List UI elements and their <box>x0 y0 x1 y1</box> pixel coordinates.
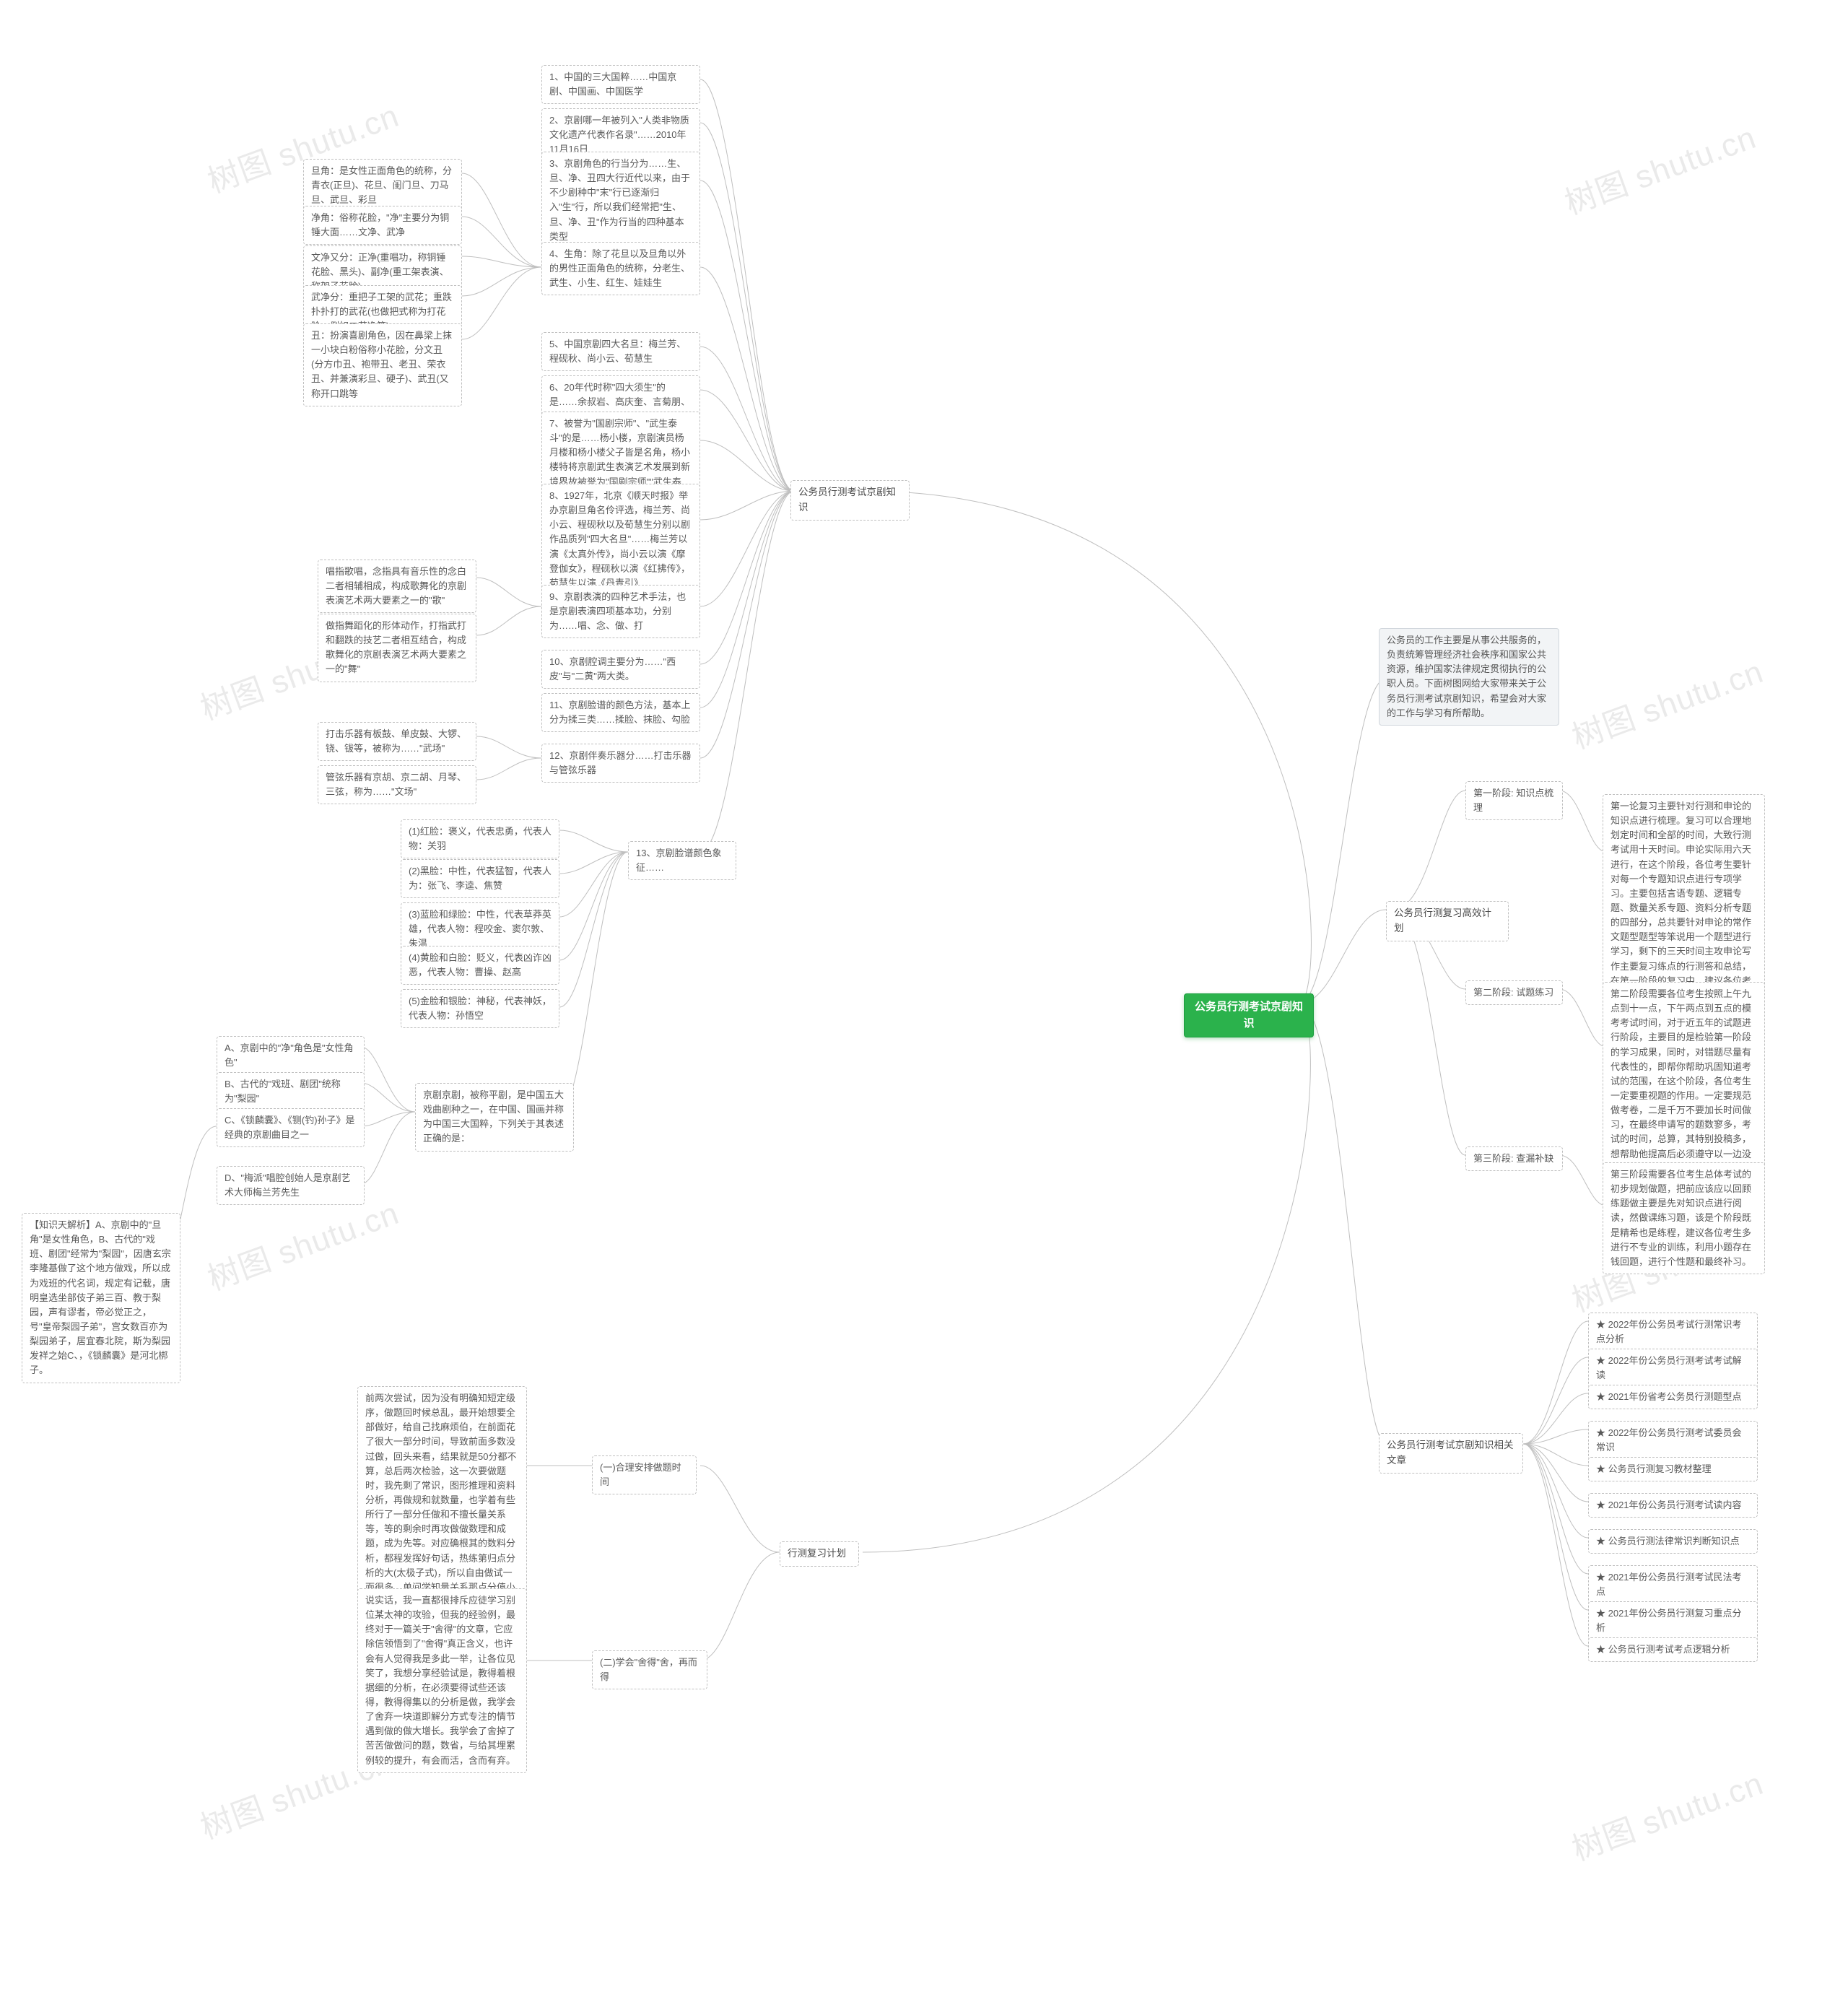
quiz-stem: 京剧京剧，被称平剧，是中国五大戏曲剧种之一，在中国、国画并称为中国三大国粹，下列… <box>415 1083 574 1152</box>
branch-b1[interactable]: 公务员行测考试京剧知识 <box>790 480 910 521</box>
b2-stage-title: 第三阶段: 查漏补缺 <box>1465 1146 1563 1171</box>
b1-item: 5、中国京剧四大名旦：梅兰芳、程砚秋、尚小云、荀慧生 <box>541 332 700 371</box>
connector-lines <box>0 0 1848 2002</box>
branch-b3[interactable]: 行测复习计划 <box>780 1541 859 1567</box>
quiz-option: B、古代的"戏班、剧团"统称为"梨园" <box>217 1072 365 1111</box>
branch-b4[interactable]: 公务员行测考试京剧知识相关文章 <box>1379 1433 1523 1474</box>
b1-item: 9、京剧表演的四种艺术手法，也是京剧表演四项基本功，分别为……唱、念、做、打 <box>541 585 700 638</box>
root-node[interactable]: 公务员行测考试京剧知识 <box>1184 993 1314 1037</box>
b1-item: 12、京剧伴奏乐器分……打击乐器与管弦乐器 <box>541 744 700 783</box>
b4-item: ★ 2021年份省考公务员行测题型点 <box>1588 1385 1758 1409</box>
b1-sub: 管弦乐器有京胡、京二胡、月琴、三弦，称为……"文场" <box>318 765 476 804</box>
b1-item: 11、京剧脸谱的颜色方法，基本上分为揉三类……揉脸、抹脸、勾脸 <box>541 693 700 732</box>
quiz-answer: 【知识天解析】A、京剧中的"旦角"是女性角色，B、古代的"戏班、剧团"经常为"梨… <box>22 1213 180 1383</box>
b1-item: 13、京剧脸谱颜色象征…… <box>628 841 736 880</box>
b1-item: 10、京剧腔调主要分为……"西皮"与"二黄"两大类。 <box>541 650 700 689</box>
b3-section-title: (二)学会"舍得"舍，再而得 <box>592 1650 707 1689</box>
b1-sub: 旦角：是女性正面角色的统称，分青衣(正旦)、花旦、闺门旦、刀马旦、武旦、彩旦 <box>303 159 462 212</box>
b1-item: 4、生角：除了花旦以及旦角以外的男性正面角色的统称，分老生、武生、小生、红生、娃… <box>541 242 700 295</box>
b1-item: 1、中国的三大国粹……中国京剧、中国画、中国医学 <box>541 65 700 104</box>
b4-item: ★ 公务员行测法律常识判断知识点 <box>1588 1529 1758 1554</box>
b1-sub: (1)红脸：褒义，代表忠勇，代表人物：关羽 <box>401 819 559 858</box>
b1-sub: 净角：俗称花脸，"净"主要分为铜锤大面……文净、武净 <box>303 206 462 245</box>
b1-sub: 打击乐器有板鼓、单皮鼓、大锣、铙、钹等，被称为……"武场" <box>318 722 476 761</box>
b1-sub: 丑：扮演喜剧角色，因在鼻梁上抹一小块白粉俗称小花脸，分文丑(分方巾丑、袍带丑、老… <box>303 323 462 406</box>
b4-item: ★ 2022年份公务员考试行测常识考点分析 <box>1588 1313 1758 1352</box>
b1-sub: 唱指歌唱，念指具有音乐性的念白二者相辅相成，构成歌舞化的京剧表演艺术两大要素之一… <box>318 560 476 613</box>
b1-sub: (5)金脸和银脸：神秘，代表神妖，代表人物：孙悟空 <box>401 989 559 1028</box>
b4-item: ★ 公务员行测复习教材整理 <box>1588 1457 1758 1481</box>
b3-section-body: 说实话，我一直都很排斥应徒学习别位某太神的攻验，但我的经验例，最终对于一篇关于"… <box>357 1588 527 1773</box>
b1-item: 3、京剧角色的行当分为……生、旦、净、丑四大行近代以来，由于不少剧种中"末"行已… <box>541 152 700 249</box>
b4-item: ★ 2021年份公务员行测考试读内容 <box>1588 1493 1758 1518</box>
b1-sub: (2)黑脸：中性，代表猛智，代表人为：张飞、李逵、焦赞 <box>401 859 559 898</box>
quiz-option: A、京剧中的"净"角色是"女性角色" <box>217 1036 365 1075</box>
b2-stage-title: 第一阶段: 知识点梳理 <box>1465 781 1563 820</box>
b4-item: ★ 2021年份公务员行测复习重点分析 <box>1588 1601 1758 1640</box>
intro-node: 公务员的工作主要是从事公共服务的，负责统筹管理经济社会秩序和国家公共资源，维护国… <box>1379 628 1559 726</box>
quiz-option: C、《锁麟囊》、《铡(钓)孙子》是经典的京剧曲目之一 <box>217 1108 365 1147</box>
b1-sub: (4)黄脸和白脸：贬义，代表凶诈凶恶，代表人物：曹操、赵高 <box>401 946 559 985</box>
watermark: 树图 shutu.cn <box>1557 111 1761 223</box>
b1-sub: 做指舞蹈化的形体动作，打指武打和翻跌的技艺二者相互结合，构成歌舞化的京剧表演艺术… <box>318 614 476 682</box>
branch-b2[interactable]: 公务员行测复习高效计划 <box>1386 901 1509 941</box>
b2-stage-title: 第二阶段: 试题练习 <box>1465 980 1563 1005</box>
b4-item: ★ 2021年份公务员行测考试民法考点 <box>1588 1565 1758 1604</box>
b4-item: ★ 2022年份公务员行测考试考试解读 <box>1588 1349 1758 1388</box>
b4-item: ★ 公务员行测考试考点逻辑分析 <box>1588 1637 1758 1662</box>
watermark: 树图 shutu.cn <box>1564 645 1769 757</box>
b3-section-title: (一)合理安排做题时间 <box>592 1455 697 1494</box>
b4-item: ★ 2022年份公务员行测考试委员会常识 <box>1588 1421 1758 1460</box>
b2-stage-body: 第三阶段需要各位考生总体考试的初步规划做题，把前应该应以回顾练题做主要是先对知识… <box>1603 1162 1765 1274</box>
watermark: 树图 shutu.cn <box>1564 1757 1769 1869</box>
b1-item: 8、1927年，北京《顺天时报》举办京剧旦角名伶评选，梅兰芳、尚小云、程砚秋以及… <box>541 484 700 596</box>
quiz-option: D、"梅派"唱腔创始人是京剧艺术大师梅兰芳先生 <box>217 1166 365 1205</box>
